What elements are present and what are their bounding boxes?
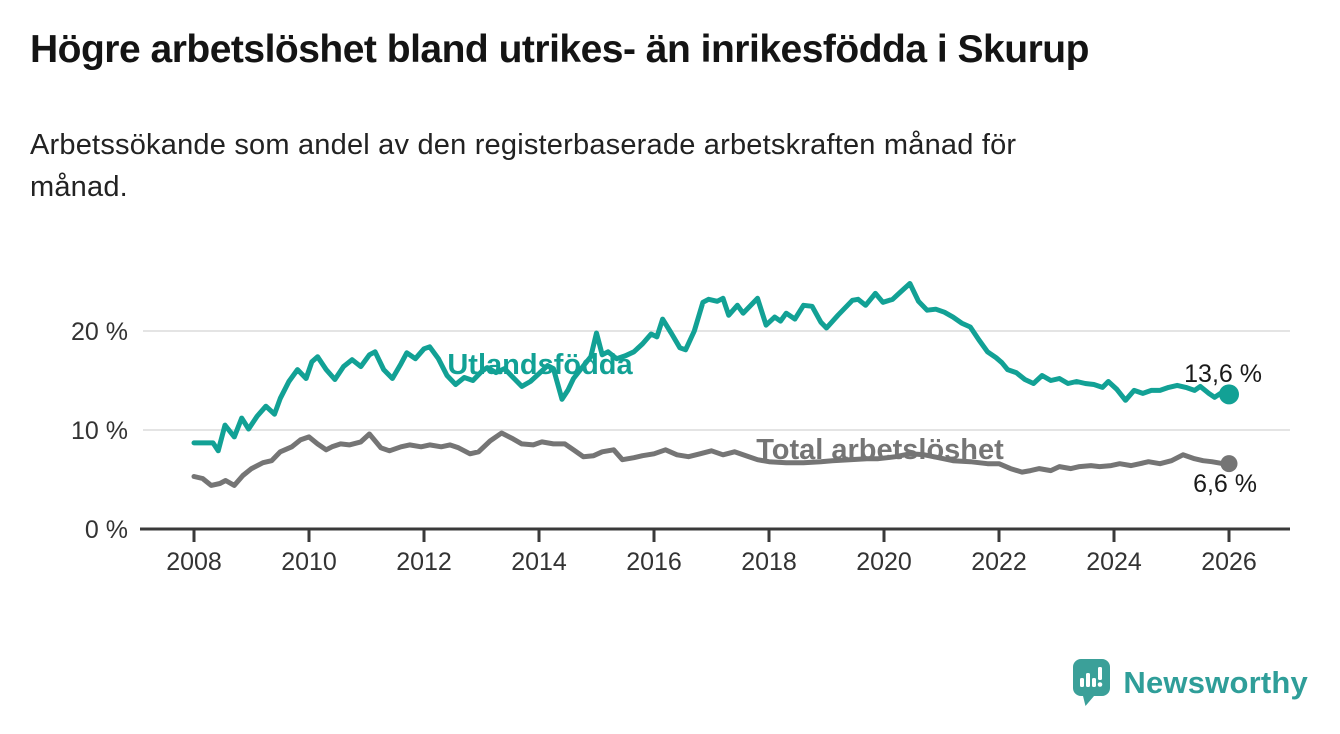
x-axis-tick-label: 2012 — [396, 548, 452, 576]
page-title: Högre arbetslöshet bland utrikes- än inr… — [30, 28, 1089, 71]
series-label-total-arbetsloshet: Total arbetslöshet — [756, 434, 1004, 466]
series-end-dot-utlandsfodda — [1219, 384, 1239, 405]
x-axis-tick-label: 2022 — [971, 548, 1027, 576]
x-axis-tick-label: 2026 — [1201, 548, 1257, 576]
x-axis-tick-label: 2016 — [626, 548, 682, 576]
newsworthy-logo: Newsworthy — [1073, 659, 1308, 706]
x-axis-tick-label: 2010 — [281, 548, 337, 576]
x-axis-tick-label: 2024 — [1086, 548, 1142, 576]
newsworthy-wordmark: Newsworthy — [1123, 664, 1308, 700]
series-line-utlandsfodda — [191, 281, 1232, 454]
subtitle-line-1: Arbetssökande som andel av den registerb… — [30, 129, 1017, 161]
x-axis-tick-label: 2020 — [856, 548, 912, 576]
y-axis-tick-label: 20 % — [71, 318, 128, 346]
x-axis-tick-label: 2018 — [741, 548, 797, 576]
newsworthy-icon — [1073, 659, 1111, 706]
end-value-total: 6,6 % — [1193, 470, 1257, 498]
y-axis-tick-label: 0 % — [85, 516, 128, 544]
series-end-dot-total — [1220, 455, 1238, 473]
x-axis-tick-label: 2008 — [166, 548, 222, 576]
series-label-utlandsfodda: Utlandsfödda — [447, 349, 633, 381]
end-value-utlandsfodda: 13,6 % — [1184, 360, 1262, 388]
subtitle-line-2: månad. — [30, 171, 128, 203]
series-line-total — [191, 430, 1232, 488]
chart-subtitle: Arbetssökande som andel av den registerb… — [30, 124, 1270, 208]
y-axis-tick-label: 10 % — [71, 417, 128, 445]
x-axis-tick-label: 2014 — [511, 548, 567, 576]
